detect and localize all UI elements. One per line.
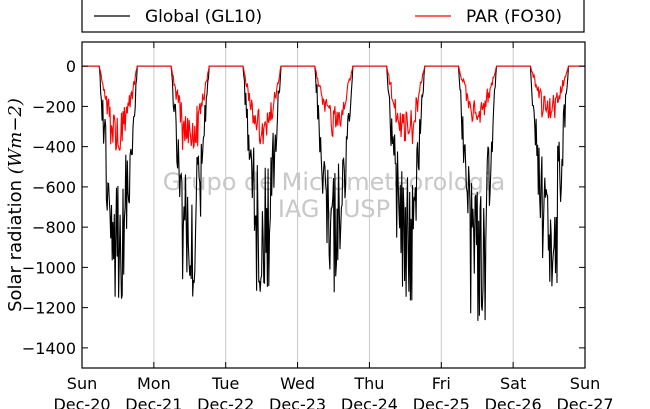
series-line-par bbox=[82, 65, 585, 151]
series-lines bbox=[82, 65, 585, 321]
x-tick-day-5: Fri bbox=[432, 374, 451, 393]
y-tick-label-6: −1200 bbox=[22, 299, 76, 318]
y-axis-ticks: 0 −200 −400 −600 −800 −1000 −1200 −1400 bbox=[22, 57, 585, 358]
y-tick-label-3: −600 bbox=[32, 178, 76, 197]
legend-label-global: Global (GL10) bbox=[145, 7, 262, 27]
y-axis-label: Solar radiation (Wm−2) bbox=[5, 98, 26, 312]
x-tick-date-5: Dec-25 bbox=[413, 395, 470, 409]
x-tick-date-0: Dec-20 bbox=[53, 395, 110, 409]
x-tick-day-1: Mon bbox=[137, 374, 171, 393]
x-tick-date-6: Dec-26 bbox=[485, 395, 542, 409]
x-tick-date-7: Dec-27 bbox=[556, 395, 613, 409]
x-tick-day-3: Wed bbox=[280, 374, 315, 393]
y-tick-label-7: −1400 bbox=[22, 339, 76, 358]
y-tick-label-2: −400 bbox=[32, 138, 76, 157]
x-tick-date-2: Dec-22 bbox=[197, 395, 254, 409]
legend: Global (GL10) PAR (FO30) bbox=[81, 0, 585, 33]
legend-box bbox=[81, 0, 585, 33]
y-tick-label-4: −800 bbox=[32, 218, 76, 237]
y-tick-label-0: 0 bbox=[66, 57, 76, 76]
x-tick-date-3: Dec-23 bbox=[269, 395, 326, 409]
x-tick-date-1: Dec-21 bbox=[125, 395, 182, 409]
x-tick-day-6: Sat bbox=[500, 374, 526, 393]
legend-label-par: PAR (FO30) bbox=[466, 7, 562, 27]
y-tick-label-5: −1000 bbox=[22, 258, 76, 277]
series-line-global bbox=[82, 65, 585, 321]
y-tick-label-1: −200 bbox=[32, 97, 76, 116]
x-axis-ticks: Sun Dec-20 Mon Dec-21 Tue Dec-22 Wed Dec-23 Thu D… bbox=[53, 42, 614, 409]
x-tick-day-0: Sun bbox=[67, 374, 97, 393]
x-tick-day-2: Tue bbox=[211, 374, 239, 393]
x-tick-date-4: Dec-24 bbox=[341, 395, 398, 409]
grid-lines bbox=[153, 42, 514, 368]
x-tick-day-4: Thu bbox=[353, 374, 384, 393]
x-tick-day-7: Sun bbox=[570, 374, 600, 393]
plot-frame bbox=[81, 41, 586, 369]
